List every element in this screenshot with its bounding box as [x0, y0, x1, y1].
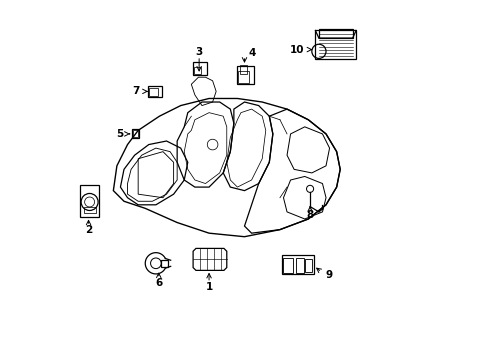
- Bar: [148, 86, 161, 97]
- Bar: [238, 71, 248, 83]
- Bar: [132, 129, 139, 138]
- Bar: [305, 259, 311, 272]
- Bar: [318, 30, 352, 38]
- Text: 8: 8: [306, 211, 313, 220]
- Bar: [194, 67, 201, 75]
- Bar: [161, 260, 167, 267]
- Bar: [282, 258, 293, 273]
- Bar: [133, 130, 138, 137]
- Bar: [149, 88, 158, 96]
- Text: 9: 9: [325, 270, 332, 280]
- Text: 4: 4: [247, 48, 255, 58]
- Text: 6: 6: [155, 278, 162, 288]
- Bar: [237, 66, 254, 84]
- Bar: [295, 258, 303, 273]
- Text: 5: 5: [116, 129, 123, 139]
- Bar: [80, 185, 99, 217]
- Bar: [193, 62, 206, 76]
- Text: 7: 7: [132, 86, 140, 96]
- Text: 10: 10: [289, 45, 304, 55]
- Bar: [315, 31, 355, 59]
- Text: 2: 2: [85, 225, 92, 235]
- Bar: [84, 207, 96, 213]
- Bar: [281, 256, 313, 274]
- Text: 1: 1: [205, 282, 212, 292]
- Bar: [240, 65, 246, 74]
- Text: 3: 3: [195, 47, 203, 57]
